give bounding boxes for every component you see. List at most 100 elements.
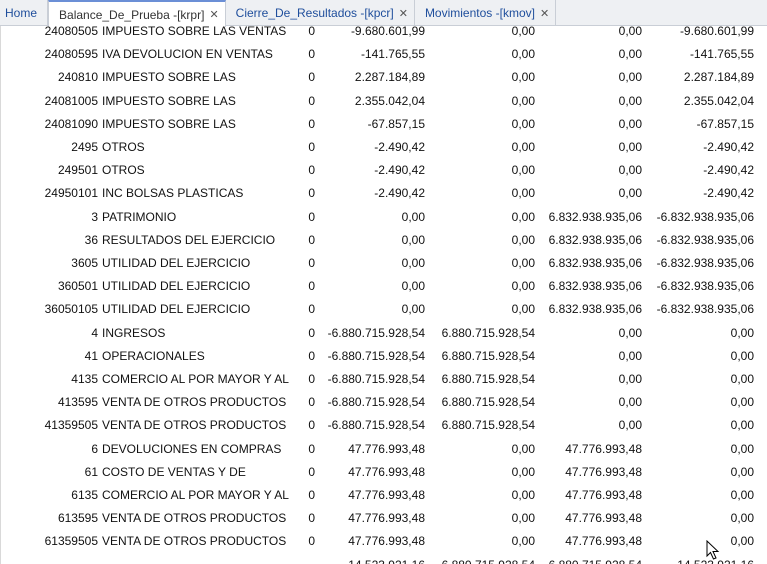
table-row[interactable]: 4 INGRESOS 0 -6.880.715.928,54 6.880.715.928… [1,322,767,345]
table-row[interactable]: 24080595 IVA DEVOLUCION EN VENTAS 0 -141.76… [1,43,767,66]
trial-balance-grid[interactable]: 24080505 IMPUESTO SOBRE LAS VENTAS 0 -9.680… [0,26,767,564]
account-name: UTILIDAD DEL EJERCICIO [102,302,251,317]
credito-value: 0,00 [618,186,642,201]
final-value: -6.832.938.935,06 [656,256,754,270]
level-value: 0 [308,302,315,317]
table-row[interactable]: 2495 OTROS 0 -2.490,42 0,00 0,00 -2.490,42 [1,136,767,159]
credito-value: 47.776.993,48 [565,511,642,526]
saldo-value: 0,00 [401,232,425,247]
table-row[interactable]: 413595 VENTA DE OTROS PRODUCTOS 0 -6.880.71… [1,391,767,414]
tab-movimientos[interactable]: Movimientos -[kmov] ✕ [415,0,557,26]
table-row[interactable]: 24080505 IMPUESTO SOBRE LAS VENTAS 0 -9.680… [1,26,767,43]
table-row[interactable]: 41 OPERACIONALES 0 -6.880.715.928,54 6.880.7… [1,345,767,368]
level-value: 0 [308,26,315,38]
close-icon[interactable]: ✕ [539,7,550,20]
level-value: 0 [308,232,315,247]
table-row[interactable]: 61359505 VENTA DE OTROS PRODUCTOS 0 47.776.… [1,530,767,553]
level-value: 0 [308,348,315,363]
final-value: -14.523.921,16 [641,554,754,564]
saldo-value: -67.857,15 [367,116,425,131]
table-row[interactable]: 36050105 UTILIDAD DEL EJERCICIO 0 0,00 0,00 6… [1,298,767,321]
credito-value: 0,00 [618,395,642,410]
account-name: VENTA DE OTROS PRODUCTOS [102,395,287,410]
table-row[interactable]: 240810 IMPUESTO SOBRE LAS 0 2.287.184,89 0,0… [1,66,767,89]
account-code: 4135 [71,372,98,386]
final-value: -6.832.938.935,06 [656,302,754,317]
table-row[interactable]: 613595 VENTA DE OTROS PRODUCTOS 0 47.776.99… [1,507,767,530]
final-value: 2.355.042,04 [683,93,754,108]
table-row[interactable]: 14.523.921,166.880.715.928,546.880.715.9… [1,554,767,564]
level-value: 0 [308,325,315,340]
account-code: 41 [84,348,98,363]
final-value: 0,00 [730,511,754,526]
credito-value: 6.832.938.935,06 [548,279,642,294]
saldo-value: 0,00 [401,279,425,294]
table-row[interactable]: 24081005 IMPUESTO SOBRE LAS 0 2.355.042,04 0… [1,90,767,113]
saldo-value: -6.880.715.928,54 [327,395,425,410]
account-name: PATRIMONIO [102,209,177,224]
table-row[interactable]: 24081090 IMPUESTO SOBRE LAS 0 -67.857,15 0,0… [1,113,767,136]
table-row[interactable]: 41359505 VENTA DE OTROS PRODUCTOS 0 -6.880.… [1,414,767,437]
tab-cierre-de-resultados[interactable]: Cierre_De_Resultados -[kpcr] ✕ [226,0,415,26]
debito-value: 0,00 [511,163,535,178]
account-name: IVA DEVOLUCION EN VENTAS [102,47,273,62]
final-value: 0,00 [730,395,754,410]
debito-value: 0,00 [511,464,535,479]
account-code: 413595 [57,395,98,410]
account-name: IMPUESTO SOBRE LAS [102,93,236,108]
saldo-value: -6.880.715.928,54 [327,372,425,386]
credito-value: 47.776.993,48 [565,534,642,549]
final-value: -6.832.938.935,06 [656,232,754,247]
table-row[interactable]: 61 COSTO DE VENTAS Y DE 0 47.776.993,48 0,00… [1,461,767,484]
account-name: OTROS [102,140,145,154]
final-value: 2.287.184,89 [683,70,754,85]
account-name: UTILIDAD DEL EJERCICIO [102,256,251,270]
account-name: OTROS [102,163,145,178]
debito-value: 0,00 [511,232,535,247]
table-row[interactable]: 360501 UTILIDAD DEL EJERCICIO 0 0,00 0,00 6.8… [1,275,767,298]
tab-home[interactable]: Home [0,0,49,26]
credito-value: 0,00 [618,348,642,363]
table-row[interactable]: 24950101 INC BOLSAS PLASTICAS 0 -2.490,42 0,… [1,182,767,205]
account-code: 6 [91,441,98,456]
level-value: 0 [308,70,315,85]
debito-value: 0,00 [511,511,535,526]
table-row[interactable]: 3 PATRIMONIO 0 0,00 0,00 6.832.938.935,06 -6.8… [1,206,767,229]
level-value: 0 [308,534,315,549]
credito-value: 6.880.715.928,54 [521,554,642,564]
close-icon[interactable]: ✕ [398,7,408,20]
credito-value: 0,00 [618,70,642,85]
account-code: 36050105 [44,302,98,317]
account-code: 4 [91,325,98,340]
debito-value: 0,00 [511,534,535,549]
table-row[interactable]: 4135 COMERCIO AL POR MAYOR Y AL 0 -6.880.71… [1,368,767,391]
credito-value: 0,00 [618,116,642,131]
debito-value: 0,00 [511,279,535,294]
saldo-value: -141.765,55 [360,47,425,62]
tab-balance-de-prueba[interactable]: Balance_De_Prueba -[krpr] ✕ [48,0,226,27]
level-value: 0 [308,395,315,410]
account-name: IMPUESTO SOBRE LAS [102,70,236,85]
table-row[interactable]: 6135 COMERCIO AL POR MAYOR Y AL 0 47.776.99… [1,484,767,507]
table-row[interactable]: 36 RESULTADOS DEL EJERCICIO 0 0,00 0,00 6.832… [1,229,767,252]
close-icon[interactable]: ✕ [209,9,219,21]
final-value: -6.832.938.935,06 [656,209,754,224]
account-code: 24081005 [44,93,98,108]
table-row[interactable]: 249501 OTROS 0 -2.490,42 0,00 0,00 -2.490,42 [1,159,767,182]
final-value: 0,00 [730,418,754,433]
account-code: 24080595 [44,47,98,62]
table-row[interactable]: 6 DEVOLUCIONES EN COMPRAS 0 47.776.993,48 0,… [1,438,767,461]
final-value: 0,00 [730,441,754,456]
saldo-value: -2.490,42 [374,163,425,178]
saldo-value: 47.776.993,48 [348,441,425,456]
credito-value: 0,00 [618,140,642,154]
level-value: 0 [308,488,315,502]
account-name [102,554,302,564]
table-row[interactable]: 3605 UTILIDAD DEL EJERCICIO 0 0,00 0,00 6.832… [1,252,767,275]
tab-label: Balance_De_Prueba -[krpr] [59,7,205,22]
credito-value: 0,00 [618,325,642,340]
account-name: VENTA DE OTROS PRODUCTOS [102,534,287,549]
saldo-value: 0,00 [401,256,425,270]
level-value: 0 [308,279,315,294]
account-code: 24950101 [44,186,98,201]
